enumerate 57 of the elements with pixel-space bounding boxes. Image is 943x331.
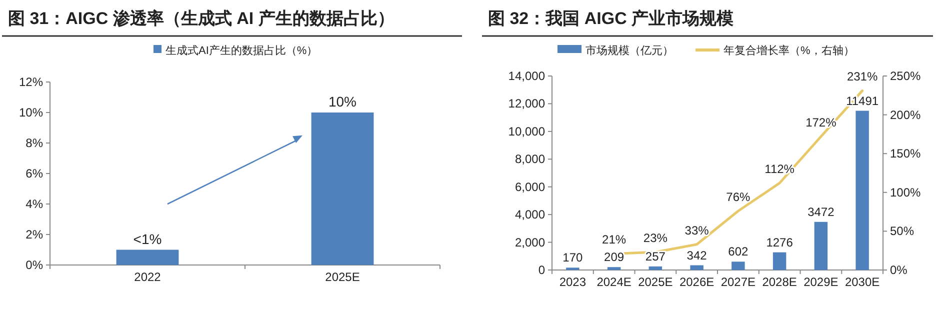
x-tick-label: 2025E <box>638 275 673 289</box>
y-tick-label: 10,000 <box>508 124 546 138</box>
data-label: 3472 <box>808 204 835 219</box>
x-tick-label: 2025E <box>325 270 360 284</box>
legend-label: 市场规模（亿元） <box>586 44 674 57</box>
y-tick-label: 10% <box>18 106 44 120</box>
x-tick-label: 2026E <box>679 275 714 289</box>
x-tick-label: 2027E <box>720 275 756 289</box>
chart-title: 图 32：我国 AIGC 产业市场规模 <box>488 9 734 28</box>
y-tick-label: 4% <box>26 197 44 211</box>
legend-label: 生成式AI产生的数据占比（%） <box>166 44 318 57</box>
y2-tick-label: 200% <box>890 108 922 122</box>
data-label: 257 <box>645 249 666 264</box>
x-tick-label: 2029E <box>804 275 838 289</box>
bar <box>732 262 745 270</box>
data-label: 342 <box>686 248 708 262</box>
y2-tick-label: 100% <box>890 185 922 200</box>
x-tick-label: 2022 <box>134 270 162 284</box>
legend-label: 年复合增长率（%，右轴） <box>724 44 854 57</box>
data-label: 209 <box>604 250 624 264</box>
y2-tick-label: 250% <box>890 69 922 83</box>
y-tick-label: 8% <box>26 136 44 150</box>
bar <box>856 110 869 270</box>
chart-title: 图 31：AIGC 渗透率（生成式 AI 产生的数据占比） <box>8 9 394 28</box>
y-tick-label: 14,000 <box>508 69 546 83</box>
bar <box>648 266 662 270</box>
bar <box>607 267 621 270</box>
y-tick-label: 2% <box>26 228 44 242</box>
data-label: 23% <box>643 231 668 246</box>
x-tick-label: 2030E <box>844 275 880 289</box>
y-tick-label: 6% <box>26 166 44 180</box>
y-tick-label: 0 <box>538 263 546 277</box>
data-label: 10% <box>328 94 357 110</box>
data-label: 231% <box>846 70 878 84</box>
data-label: 602 <box>728 244 749 259</box>
y-tick-label: 12% <box>18 75 44 89</box>
data-label: 170 <box>562 250 584 265</box>
y2-tick-label: 0% <box>890 263 908 277</box>
bar <box>772 252 786 270</box>
bar <box>690 265 704 270</box>
data-label: 33% <box>684 223 710 238</box>
y-tick-label: 4,000 <box>514 208 546 222</box>
data-label: 76% <box>726 190 751 204</box>
y-tick-label: 0% <box>26 258 44 272</box>
data-label: 1276 <box>766 235 794 250</box>
y-tick-label: 2,000 <box>514 235 546 250</box>
data-label: 21% <box>602 232 626 247</box>
bar <box>814 222 828 270</box>
y2-tick-label: 50% <box>890 224 914 238</box>
y-tick-label: 8,000 <box>514 152 546 166</box>
y-tick-label: 6,000 <box>514 180 546 194</box>
y-tick-label: 12,000 <box>508 96 546 111</box>
x-tick-label: 2023 <box>559 275 586 289</box>
x-tick-label: 2028E <box>762 275 797 289</box>
data-label: <1% <box>133 230 162 247</box>
x-tick-label: 2024E <box>596 275 632 289</box>
y2-tick-label: 150% <box>890 146 922 161</box>
